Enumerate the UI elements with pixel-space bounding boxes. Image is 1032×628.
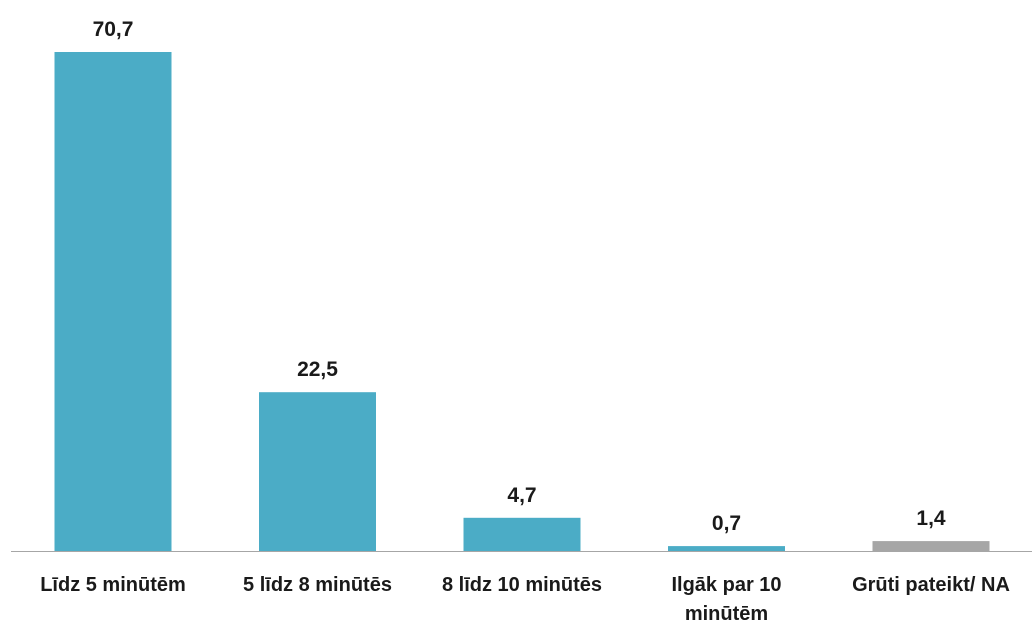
bar-4 <box>872 541 990 551</box>
value-label-3: 0,7 <box>712 512 741 535</box>
category-label-3-line-1: minūtēm <box>685 603 768 625</box>
bar-1 <box>259 392 376 551</box>
category-label-3-line-0: Ilgāk par 10 <box>671 574 781 596</box>
category-label-4: Grūti pateikt/ NA <box>852 574 1010 596</box>
value-label-0: 70,7 <box>93 18 134 41</box>
bar-2 <box>463 517 581 551</box>
bars-group <box>54 52 990 551</box>
category-label-2: 8 līdz 10 minūtēs <box>442 574 602 596</box>
bar-3 <box>668 546 785 551</box>
category-label-0-line-0: Līdz 5 minūtēm <box>40 574 186 596</box>
value-label-1: 22,5 <box>297 358 338 381</box>
category-label-0: Līdz 5 minūtēm <box>40 574 186 596</box>
category-labels-group: Līdz 5 minūtēm 5 līdz 8 minūtēs 8 līdz 10 … <box>40 574 1010 625</box>
category-label-4-line-0: Grūti pateikt/ NA <box>852 574 1010 596</box>
category-label-1: 5 līdz 8 minūtēs <box>243 574 392 596</box>
value-label-2: 4,7 <box>507 484 536 507</box>
category-label-1-line-0: 5 līdz 8 minūtēs <box>243 574 392 596</box>
value-label-4: 1,4 <box>916 507 946 530</box>
value-labels-group: 70,7 22,5 4,7 0,7 1,4 <box>93 18 946 535</box>
category-label-2-line-0: 8 līdz 10 minūtēs <box>442 574 602 596</box>
bar-0 <box>54 52 172 551</box>
category-label-3: Ilgāk par 10 minūtēm <box>671 574 781 625</box>
